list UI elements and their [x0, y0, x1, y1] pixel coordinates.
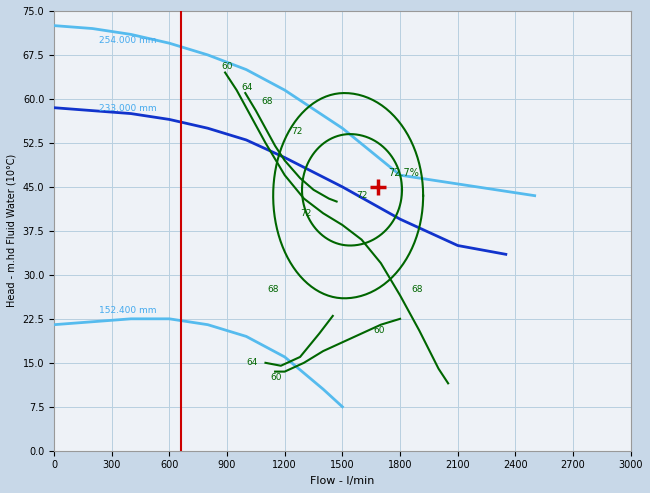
- Text: 254.000 mm: 254.000 mm: [99, 36, 157, 45]
- Text: 60: 60: [221, 62, 233, 71]
- Text: 72: 72: [300, 209, 311, 218]
- Text: 68: 68: [267, 285, 279, 294]
- Text: 60: 60: [270, 373, 282, 382]
- Text: 72.7%: 72.7%: [388, 169, 419, 178]
- Text: 64: 64: [246, 358, 257, 367]
- Text: 68: 68: [411, 285, 423, 294]
- Text: 68: 68: [262, 97, 273, 106]
- Y-axis label: Head - m.hd Fluid Water (10°C): Head - m.hd Fluid Water (10°C): [7, 154, 17, 308]
- Text: 233.000 mm: 233.000 mm: [99, 104, 157, 112]
- Text: 60: 60: [373, 326, 385, 335]
- Text: 72: 72: [291, 127, 303, 136]
- Text: 64: 64: [242, 83, 253, 92]
- Text: 152.400 mm: 152.400 mm: [99, 306, 157, 315]
- Text: 72: 72: [356, 191, 367, 200]
- X-axis label: Flow - l/min: Flow - l/min: [310, 476, 374, 486]
